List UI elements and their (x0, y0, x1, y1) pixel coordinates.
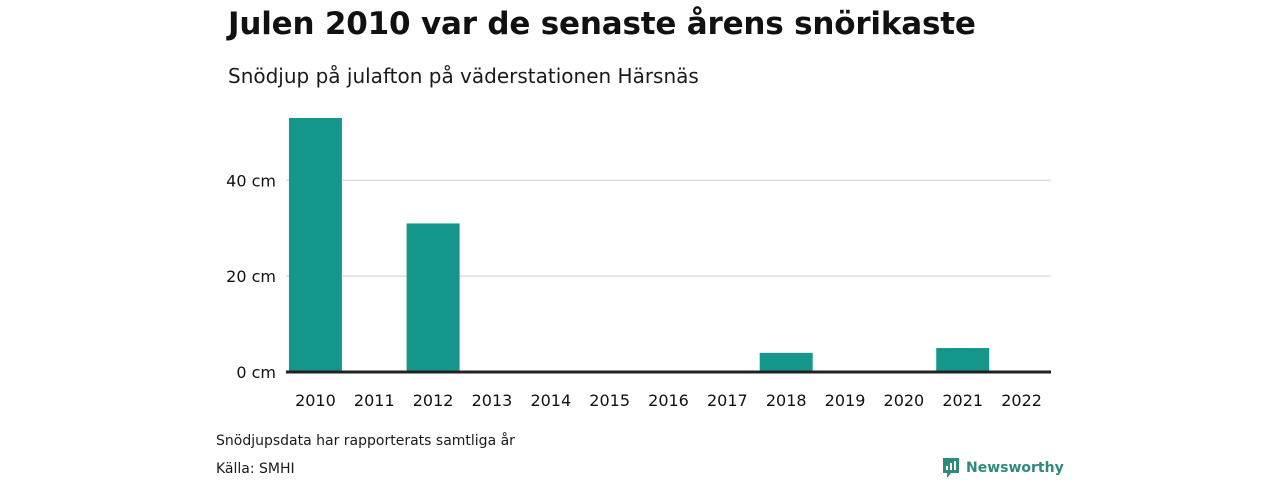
x-tick-label: 2018 (766, 391, 807, 410)
x-tick-label: 2011 (354, 391, 395, 410)
source-note: Källa: SMHI (216, 461, 295, 477)
y-tick-label: 40 cm (226, 171, 276, 190)
newsworthy-logo-icon (943, 458, 959, 478)
gridlines (286, 179, 1051, 277)
brand-name: Newsworthy (966, 460, 1064, 476)
bars (288, 118, 990, 372)
bar-chart: 0 cm 20 cm 40 cm 2010 2011 2012 2013 2014 2015 20… (226, 118, 1051, 410)
bar-2012 (406, 223, 460, 372)
x-tick-label: 2010 (295, 391, 336, 410)
axes: 0 cm 20 cm 40 cm 2010 2011 2012 2013 2014 2015 20… (226, 171, 1051, 410)
x-tick-label: 2012 (413, 391, 454, 410)
y-tick-label: 0 cm (236, 363, 276, 382)
brand-logo: Newsworthy (942, 457, 1064, 479)
footnote: Snödjupsdata har rapporterats samtliga å… (216, 433, 515, 449)
x-tick-label: 2015 (589, 391, 630, 410)
x-tick-label: 2021 (942, 391, 983, 410)
bar-2010 (288, 118, 342, 372)
x-tick-label: 2022 (1001, 391, 1042, 410)
y-tick-label: 20 cm (226, 267, 276, 286)
x-tick-label: 2016 (648, 391, 689, 410)
chart-title: Julen 2010 var de senaste årens snörikas… (228, 6, 976, 42)
x-tick-label: 2013 (472, 391, 513, 410)
bar-2018 (759, 352, 813, 372)
x-tick-label: 2017 (707, 391, 748, 410)
x-tick-label: 2019 (825, 391, 866, 410)
chart-subtitle: Snödjup på julafton på väderstationen Hä… (228, 64, 699, 88)
x-tick-label: 2014 (530, 391, 571, 410)
bar-2021 (936, 348, 990, 372)
x-tick-label: 2020 (884, 391, 925, 410)
